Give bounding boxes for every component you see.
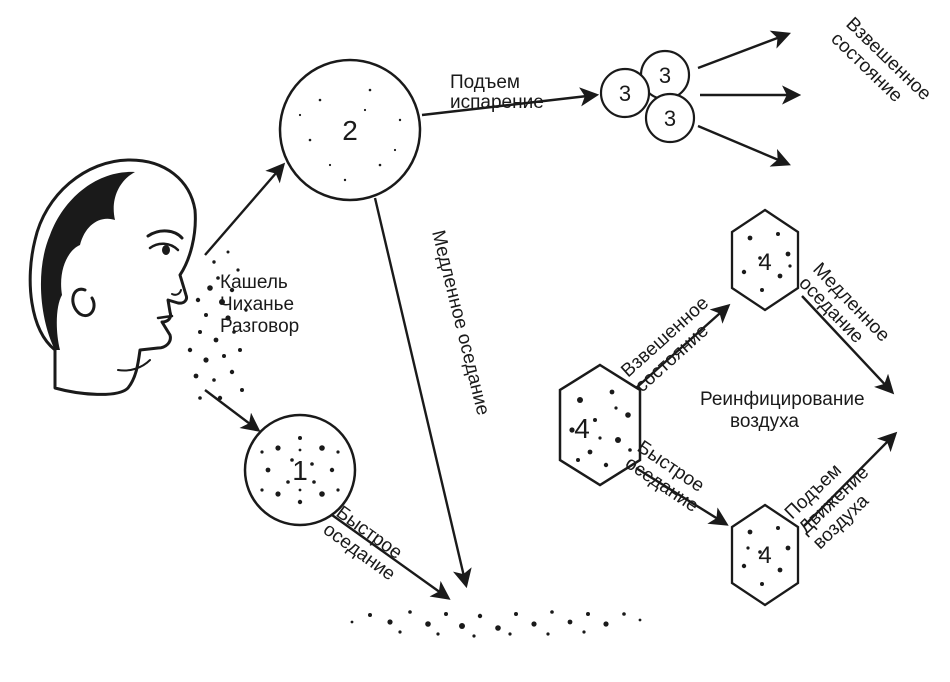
node-4up-label: 4 — [758, 249, 771, 276]
label-n2-n3-l1: Подъем — [450, 72, 520, 93]
label-n2-slow: Медленное оседание — [427, 228, 493, 417]
label-reinf-l1: Реинфицирование — [700, 389, 865, 410]
label-n2-n3-l2: испарение — [450, 92, 544, 113]
node-4main-label: 4 — [574, 413, 590, 444]
source-label-1: Кашель — [220, 272, 288, 293]
head-profile-icon — [30, 160, 195, 394]
settled-dust — [351, 610, 642, 637]
node-4-dust-up: 4 — [732, 210, 798, 310]
node-4down-label: 4 — [758, 542, 771, 569]
source-label-2: Чиханье — [220, 294, 294, 315]
node-2-label: 2 — [342, 115, 358, 146]
node-3c-label: 3 — [664, 106, 676, 131]
node-1-large-droplet: 1 — [245, 415, 355, 525]
node-1-label: 1 — [292, 455, 308, 486]
label-reinf-l2: воздуха — [730, 411, 799, 432]
node-4-dust-down: 4 — [732, 505, 798, 605]
node-3b-label: 3 — [659, 63, 671, 88]
source-label-3: Разговор — [220, 316, 299, 337]
node-3a-label: 3 — [619, 81, 631, 106]
node-2-small-droplet: 2 — [280, 60, 420, 200]
airborne-transmission-diagram: 2 1 3 3 3 — [0, 0, 950, 682]
node-3-cluster: 3 3 3 — [601, 51, 694, 142]
